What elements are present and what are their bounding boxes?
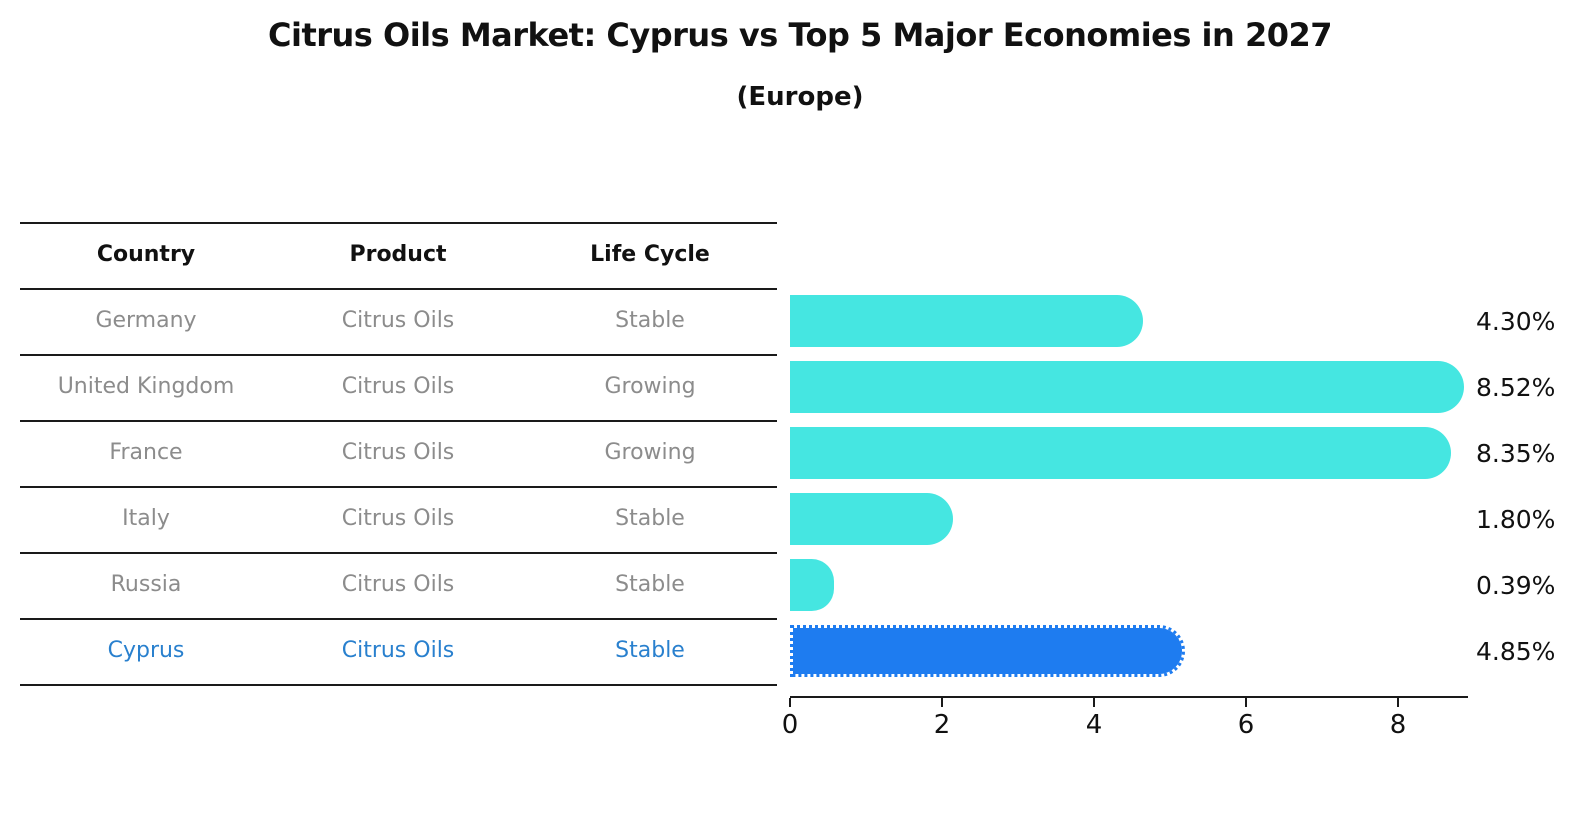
bar-russia	[790, 559, 834, 611]
bar-value-label: 8.52%	[1476, 373, 1556, 402]
table-cell-life-cycle: Stable	[615, 638, 685, 663]
table-cell-life-cycle: Stable	[615, 308, 685, 333]
table-line	[20, 486, 777, 488]
x-axis-tick	[941, 698, 943, 707]
table-cell-life-cycle: Stable	[615, 506, 685, 531]
table-cell-country: Cyprus	[107, 638, 185, 663]
table-cell-product: Citrus Oils	[341, 638, 455, 663]
x-axis-tick	[1397, 698, 1399, 707]
x-axis-tick-label: 6	[1237, 710, 1255, 740]
table-cell-country: France	[109, 440, 183, 465]
bar-value-label: 0.39%	[1476, 571, 1556, 600]
bar-highlight-cyprus	[790, 625, 1185, 677]
table-cell-country: United Kingdom	[57, 374, 235, 399]
x-axis-tick	[789, 698, 791, 707]
table-line	[20, 618, 777, 620]
bar-germany	[790, 295, 1143, 347]
chart-title: Citrus Oils Market: Cyprus vs Top 5 Majo…	[267, 16, 1333, 54]
bar-value-label: 4.85%	[1476, 637, 1556, 666]
x-axis-tick-label: 4	[1085, 710, 1103, 740]
x-axis-line	[790, 696, 1468, 698]
bar-france	[790, 427, 1451, 479]
bar-value-label: 1.80%	[1476, 505, 1556, 534]
bar-value-label: 8.35%	[1476, 439, 1556, 468]
table-line	[20, 354, 777, 356]
bar-italy	[790, 493, 953, 545]
x-axis-tick-label: 8	[1389, 710, 1407, 740]
table-cell-product: Citrus Oils	[341, 440, 455, 465]
column-header-product: Product	[349, 242, 447, 267]
bar-united-kingdom	[790, 361, 1464, 413]
table-cell-country: Italy	[122, 506, 170, 531]
table-cell-product: Citrus Oils	[341, 572, 455, 597]
table-line	[20, 420, 777, 422]
table-cell-product: Citrus Oils	[341, 374, 455, 399]
x-axis-tick-label: 0	[781, 710, 799, 740]
chart-subtitle: (Europe)	[736, 82, 864, 112]
table-line	[20, 288, 777, 290]
table-cell-product: Citrus Oils	[341, 308, 455, 333]
table-line	[20, 684, 777, 686]
column-header-country: Country	[96, 242, 196, 267]
table-cell-country: Russia	[110, 572, 182, 597]
column-header-lifecycle: Life Cycle	[590, 242, 710, 267]
x-axis-tick	[1093, 698, 1095, 707]
table-line	[20, 552, 777, 554]
bar-value-label: 4.30%	[1476, 307, 1556, 336]
table-cell-life-cycle: Stable	[615, 572, 685, 597]
x-axis-tick-label: 2	[933, 710, 951, 740]
x-axis-tick	[1245, 698, 1247, 707]
table-cell-life-cycle: Growing	[604, 440, 696, 465]
table-cell-product: Citrus Oils	[341, 506, 455, 531]
table-cell-life-cycle: Growing	[604, 374, 696, 399]
table-line	[20, 222, 777, 224]
table-cell-country: Germany	[95, 308, 197, 333]
